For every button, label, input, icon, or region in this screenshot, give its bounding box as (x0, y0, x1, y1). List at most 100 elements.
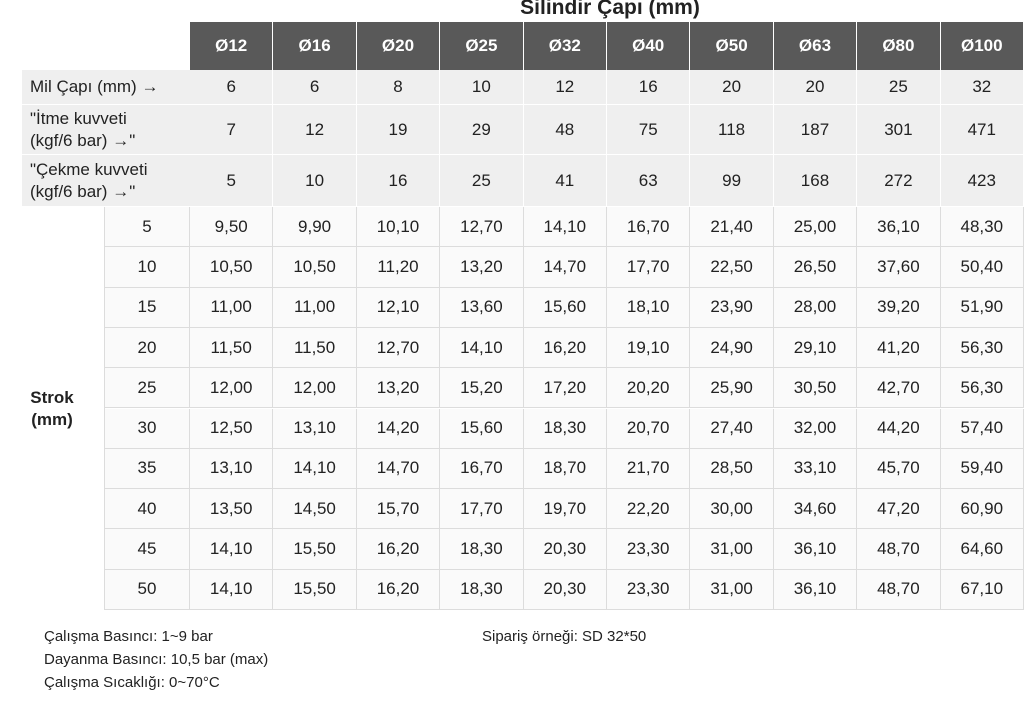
cell-text: 28,50 (710, 458, 753, 478)
cell-text: 23,30 (626, 579, 670, 599)
cell-text: 41 (555, 170, 575, 190)
cell-text: 56,30 (960, 337, 1004, 357)
cell-text: 20 (805, 77, 825, 96)
cell: 56,30 (940, 368, 1024, 409)
cell: 12 (273, 105, 357, 155)
cell: 25,00 (773, 207, 858, 248)
column-header: Ø63 (773, 22, 858, 70)
cell: 19,70 (523, 489, 607, 530)
cell-text: 187 (800, 119, 830, 139)
cell-text: 13,10 (209, 458, 253, 478)
column-header-text: Ø16 (298, 36, 331, 55)
cell: 187 (773, 105, 858, 155)
cell: 42,70 (857, 368, 941, 409)
stroke-value: 50 (105, 569, 190, 610)
cell-text: 14,70 (376, 458, 420, 478)
cell: 15,60 (440, 408, 524, 449)
row-label-text: (kgf/6 bar) →" (30, 181, 136, 201)
cell-text: 51,90 (960, 297, 1004, 317)
cell: 25 (857, 70, 941, 105)
cell: 18,30 (440, 569, 524, 610)
cell: 11,00 (273, 287, 357, 328)
cell-text: 39,20 (877, 297, 920, 317)
cell: 20 (690, 70, 774, 105)
cell-text: 48,30 (960, 216, 1004, 236)
cell: 22,20 (607, 489, 691, 530)
cell: 64,60 (940, 529, 1024, 570)
cell: 48,30 (940, 207, 1024, 248)
cell-text: 11,20 (377, 256, 419, 276)
column-header: Ø40 (607, 22, 691, 70)
cell-text: 6 (226, 77, 236, 96)
cell: 16,70 (440, 448, 524, 490)
cell: 16 (607, 70, 691, 105)
cell-text: 14,20 (376, 418, 420, 438)
row-label: "Çekme kuvveti (kgf/6 bar) →" (22, 155, 190, 207)
cell: 21,40 (690, 207, 774, 248)
cell: 12,70 (356, 327, 441, 369)
cell-text: 31,00 (710, 539, 753, 559)
cell-text: 56,30 (960, 377, 1004, 397)
cell-text: 17,70 (626, 256, 670, 276)
cell-text: 60,90 (960, 498, 1004, 518)
cell-text: 14,70 (543, 256, 587, 276)
cell: 10,50 (190, 247, 274, 288)
cell: 51,90 (940, 287, 1024, 328)
cell: 11,50 (273, 327, 357, 369)
cell: 12,70 (440, 207, 524, 248)
cell: 50,40 (940, 247, 1024, 288)
cell: 12,00 (273, 368, 357, 409)
cell-text: 27,40 (710, 418, 753, 438)
cell: 18,30 (440, 529, 524, 570)
cell-text: 18,30 (543, 418, 587, 438)
cell-text: 423 (967, 170, 996, 190)
cell-text: 10,10 (376, 216, 420, 236)
note: Çalışma Basıncı: 1~9 bar (44, 628, 213, 645)
cell: 12,00 (190, 368, 274, 409)
cell: 14,70 (356, 448, 441, 490)
stroke-value-text: 20 (137, 337, 157, 357)
cell: 16 (356, 155, 441, 207)
cell-text: 20 (722, 77, 742, 96)
cell: 15,70 (356, 489, 441, 530)
cell: 12,10 (356, 287, 441, 328)
cell-text: 22,20 (626, 498, 670, 518)
cell-text: 25,90 (710, 377, 753, 397)
column-header-text: Ø63 (798, 36, 832, 55)
cell-text: 118 (718, 119, 746, 139)
cell: 30,50 (773, 368, 858, 409)
column-header-text: Ø12 (215, 36, 248, 55)
cell-text: 13,20 (376, 377, 420, 397)
cell-text: 99 (722, 170, 742, 190)
stroke-value-text: 45 (137, 539, 157, 559)
stroke-value-text: 10 (137, 256, 157, 276)
cell: 14,10 (523, 207, 607, 248)
cell-text: 9,90 (298, 216, 332, 236)
cell: 8 (356, 70, 441, 105)
stroke-label-text: Strok (30, 387, 74, 407)
cell-text: 21,70 (626, 458, 670, 478)
cell-text: 12,10 (376, 297, 420, 317)
cell: 39,20 (857, 287, 941, 328)
cell: 60,90 (940, 489, 1024, 530)
stroke-value: 40 (105, 489, 190, 530)
cell-text: 44,20 (877, 418, 920, 438)
cell: 9,50 (190, 207, 274, 248)
column-header: Ø20 (356, 22, 441, 70)
cell: 26,50 (773, 247, 858, 288)
cell-text: 16,20 (376, 539, 420, 559)
cell-text: 36,10 (877, 216, 920, 236)
cell-text: 471 (967, 119, 996, 139)
cell-text: 14,10 (293, 458, 336, 478)
cell-text: 19,10 (626, 337, 670, 357)
cell: 15,50 (273, 569, 357, 610)
cell-text: 15,60 (460, 418, 503, 438)
cell-text: 15,50 (293, 579, 336, 599)
cell-text: 10,50 (209, 256, 253, 276)
cell-text: 18,10 (626, 297, 670, 317)
cell: 15,20 (440, 368, 524, 409)
cell: 10 (273, 155, 357, 207)
cell: 29,10 (773, 327, 858, 369)
cell: 16,20 (356, 569, 441, 610)
cell: 63 (607, 155, 691, 207)
